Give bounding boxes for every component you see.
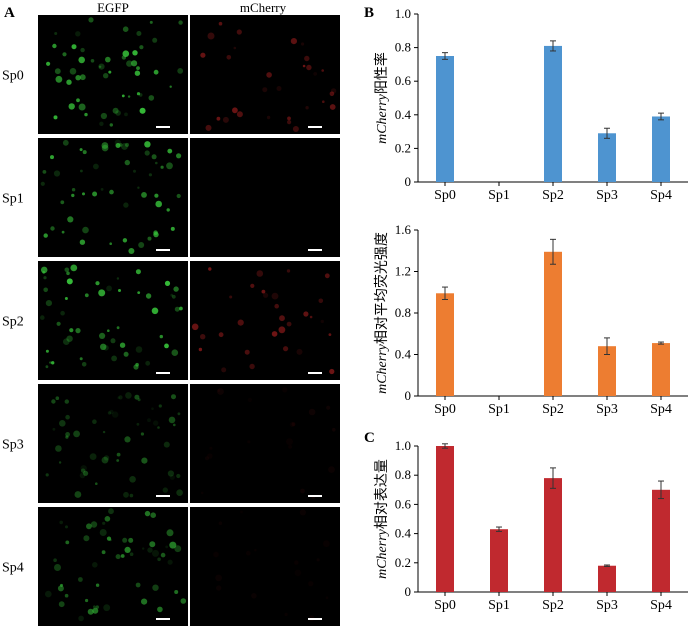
y-tick-label: 1.0 xyxy=(395,6,411,21)
bar-sp2 xyxy=(544,251,562,396)
x-tick-label: Sp0 xyxy=(434,188,456,203)
chart-relative-expression: 0 0.2 0.4 0.6 0.8 1.0 Sp0 Sp1 Sp2 Sp3 Sp4 mCherry相对… xyxy=(374,438,688,613)
row-label-sp0: Sp0 xyxy=(2,69,24,84)
error-bar-sp0 xyxy=(442,52,448,60)
row-label-sp3: Sp3 xyxy=(2,438,24,453)
y-tick-label: 0 xyxy=(405,584,412,599)
bar-sp2 xyxy=(544,478,562,592)
error-bar-sp4 xyxy=(658,341,664,345)
bar-sp3 xyxy=(598,133,616,182)
x-tick-label: Sp2 xyxy=(542,188,564,203)
scale-bar xyxy=(308,249,322,251)
micrograph-sp3-egfp xyxy=(38,384,188,503)
microscopy-grid: Sp0 Sp1 Sp2 Sp3 Sp4 xyxy=(2,15,340,626)
y-tick-label: 1.2 xyxy=(395,264,411,279)
y-tick-label: 0.6 xyxy=(395,496,412,511)
micrograph-sp1-egfp xyxy=(38,138,188,257)
error-bar-sp4 xyxy=(658,112,664,121)
micrograph-sp2-egfp xyxy=(38,261,188,380)
x-tick-label: Sp1 xyxy=(488,188,510,203)
x-tick-label: Sp1 xyxy=(488,402,510,417)
x-tick-label: Sp4 xyxy=(650,598,672,613)
x-tick-label: Sp4 xyxy=(650,402,672,417)
error-bar-sp0 xyxy=(442,286,448,301)
scale-bar xyxy=(308,372,322,374)
x-tick-label: Sp0 xyxy=(434,598,456,613)
micrograph-sp2-mcherry xyxy=(190,261,340,380)
micrograph-sp4-mcherry xyxy=(190,507,340,626)
column-label-mcherry: mCherry xyxy=(240,0,287,15)
error-bar-sp3 xyxy=(604,564,610,567)
bar-sp3 xyxy=(598,565,616,592)
micrograph-sp3-mcherry xyxy=(190,384,340,503)
y-tick-label: 0.8 xyxy=(395,305,411,320)
error-bar-sp2 xyxy=(550,467,556,489)
column-label-egfp: EGFP xyxy=(97,0,129,15)
y-tick-label: 0.4 xyxy=(395,107,412,122)
scale-bar xyxy=(308,618,322,620)
error-bar-sp1 xyxy=(496,526,502,532)
y-tick-label: 0.4 xyxy=(395,347,412,362)
scale-bar xyxy=(308,126,322,128)
y-tick-label: 0 xyxy=(405,174,412,189)
x-tick-label: Sp1 xyxy=(488,598,510,613)
chart-relative-fluorescence: 0 0.4 0.8 1.2 1.6 Sp0 Sp1 Sp2 Sp3 Sp4 mCherry相对平均荧… xyxy=(373,222,688,417)
y-axis-label: mCherry阳性率 xyxy=(373,52,390,144)
row-label-sp4: Sp4 xyxy=(2,561,24,576)
panel-label-a: A xyxy=(4,5,15,21)
micrograph-sp1-mcherry xyxy=(190,138,340,257)
y-tick-label: 1.0 xyxy=(395,438,411,453)
scale-bar xyxy=(156,495,170,497)
bar-sp4 xyxy=(652,489,670,592)
panel-label-c: C xyxy=(364,430,375,446)
micrograph-sp0-mcherry xyxy=(190,15,340,134)
y-tick-label: 0.2 xyxy=(395,140,411,155)
bar-sp3 xyxy=(598,346,616,396)
scale-bar xyxy=(156,249,170,251)
x-tick-label: Sp4 xyxy=(650,188,672,203)
bar-sp2 xyxy=(544,45,562,182)
error-bar-sp3 xyxy=(604,337,610,355)
y-tick-label: 0.8 xyxy=(395,467,411,482)
scale-bar xyxy=(156,126,170,128)
scale-bar xyxy=(308,495,322,497)
y-tick-label: 0.6 xyxy=(395,73,412,88)
error-bar-sp0 xyxy=(442,443,448,449)
y-tick-label: 0.8 xyxy=(395,40,411,55)
x-tick-label: Sp0 xyxy=(434,402,456,417)
bar-sp4 xyxy=(652,343,670,396)
x-tick-label: Sp2 xyxy=(542,598,564,613)
scale-bar xyxy=(156,618,170,620)
y-axis-label: mCherry相对平均荧光强度 xyxy=(373,232,390,394)
error-bar-sp2 xyxy=(550,40,556,52)
x-tick-label: Sp3 xyxy=(596,188,618,203)
error-bar-sp3 xyxy=(604,127,610,139)
bar-sp0 xyxy=(436,446,454,592)
panel-label-b: B xyxy=(364,5,374,21)
x-tick-label: Sp3 xyxy=(596,598,618,613)
chart-positive-rate: 0 0.2 0.4 0.6 0.8 1.0 Sp0 Sp1 Sp2 Sp3 Sp4 mCherry阳性… xyxy=(373,6,688,203)
bar-sp1 xyxy=(490,529,508,592)
bar-sp4 xyxy=(652,116,670,182)
error-bar-sp2 xyxy=(550,238,556,265)
row-label-sp2: Sp2 xyxy=(2,315,24,330)
bar-sp0 xyxy=(436,293,454,396)
y-tick-label: 0 xyxy=(405,388,412,403)
y-tick-label: 1.6 xyxy=(395,222,412,237)
micrograph-sp0-egfp xyxy=(38,15,188,134)
scale-bar xyxy=(156,372,170,374)
error-bar-sp4 xyxy=(658,480,664,500)
y-tick-label: 0.4 xyxy=(395,526,412,541)
row-label-sp1: Sp1 xyxy=(2,192,24,207)
y-axis-label: mCherry相对表达量 xyxy=(374,459,390,579)
bar-sp0 xyxy=(436,56,454,182)
x-tick-label: Sp2 xyxy=(542,402,564,417)
x-tick-label: Sp3 xyxy=(596,402,618,417)
micrograph-sp4-egfp xyxy=(38,507,188,626)
y-tick-label: 0.2 xyxy=(395,555,411,570)
